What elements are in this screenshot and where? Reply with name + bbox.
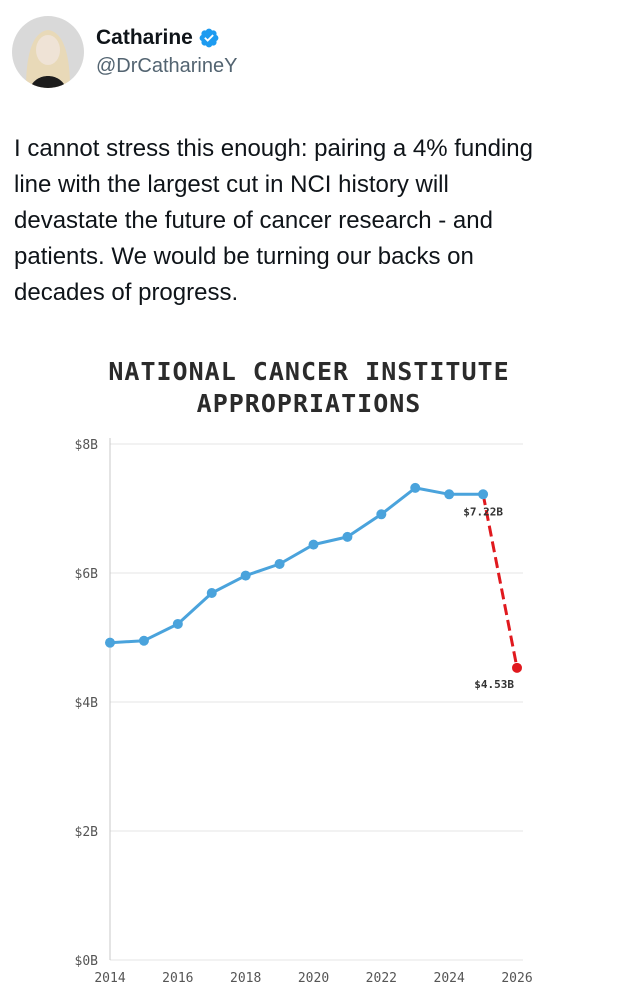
data-point-cut — [512, 662, 522, 673]
y-tick-label: $0B — [75, 954, 99, 969]
data-point — [105, 637, 115, 648]
data-label: $7.22B — [463, 505, 503, 518]
data-point — [274, 558, 285, 569]
line-chart: NATIONAL CANCER INSTITUTE APPROPRIATIONS… — [75, 357, 533, 986]
y-tick-label: $6B — [75, 567, 99, 582]
user-handle[interactable]: @DrCatharineY — [96, 55, 238, 77]
avatar[interactable] — [12, 16, 84, 88]
x-tick-label: 2022 — [366, 971, 397, 986]
x-tick-label: 2026 — [501, 971, 532, 986]
tweet-header: Catharine @DrCatharineY — [12, 16, 237, 88]
tweet-text: I cannot stress this enough: pairing a 4… — [14, 135, 533, 306]
x-tick-label: 2024 — [434, 971, 465, 986]
data-point — [240, 570, 251, 581]
series-line-appropriations — [109, 486, 484, 645]
chart-title-line1: NATIONAL CANCER INSTITUTE — [108, 357, 509, 386]
data-point — [138, 635, 149, 646]
data-label: $4.53B — [474, 678, 514, 691]
data-point — [206, 587, 217, 598]
data-point — [410, 482, 421, 493]
chart-title-line2: APPROPRIATIONS — [197, 389, 422, 418]
y-tick-label: $8B — [75, 438, 99, 453]
verified-badge-icon — [199, 28, 219, 48]
display-name[interactable]: Catharine — [96, 26, 193, 49]
y-tick-label: $2B — [75, 825, 99, 840]
data-point — [172, 618, 183, 629]
data-point — [444, 489, 455, 500]
x-tick-label: 2014 — [94, 971, 125, 986]
data-point — [376, 509, 387, 520]
avatar-image — [12, 16, 84, 88]
y-tick-label: $4B — [75, 696, 99, 711]
data-point — [342, 531, 353, 542]
data-point — [308, 539, 319, 550]
series-line-proposed-cut — [481, 494, 519, 669]
x-tick-label: 2016 — [162, 971, 193, 986]
data-point — [478, 489, 489, 500]
x-tick-label: 2020 — [298, 971, 329, 986]
chart-image: NATIONAL CANCER INSTITUTE APPROPRIATIONS… — [0, 340, 618, 1000]
x-tick-label: 2018 — [230, 971, 261, 986]
